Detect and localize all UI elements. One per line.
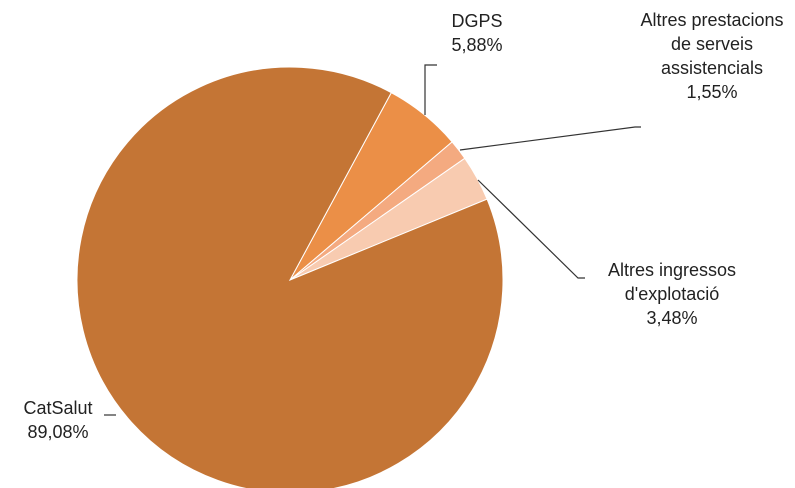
leader-line (424, 64, 437, 115)
slice-label: Altres prestacions de serveis assistenci… (637, 8, 787, 104)
slice-name: Altres ingressos d'explotació (607, 260, 737, 304)
slice-value: 5,88% (451, 35, 503, 55)
slice-name: Altres prestacions de serveis assistenci… (640, 10, 784, 78)
slice-label: Altres ingressos d'explotació 3,48% (582, 258, 762, 330)
slice-value: 3,48% (646, 308, 698, 328)
slice-label: DGPS 5,88% (417, 9, 537, 57)
slice-name: CatSalut (23, 398, 93, 418)
slice-value: 1,55% (686, 82, 738, 102)
slice-name: DGPS (451, 11, 503, 31)
pie-slice (76, 66, 504, 488)
slice-value: 89,08% (27, 422, 89, 442)
slice-label: CatSalut 89,08% (0, 396, 118, 444)
leader-line (459, 126, 641, 151)
leader-line (477, 179, 585, 279)
